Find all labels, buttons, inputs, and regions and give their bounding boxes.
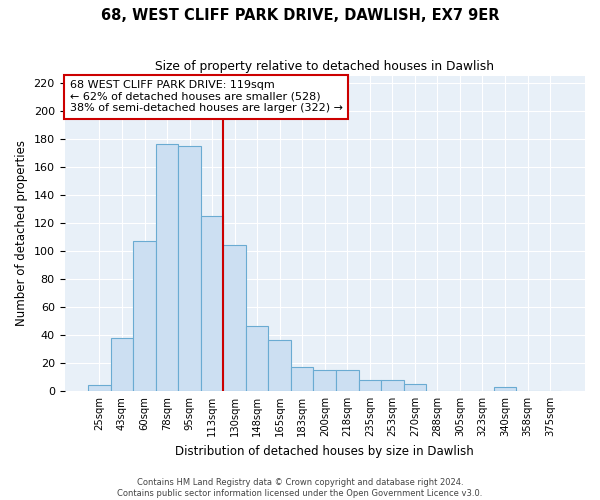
Title: Size of property relative to detached houses in Dawlish: Size of property relative to detached ho…: [155, 60, 494, 73]
Text: Contains HM Land Registry data © Crown copyright and database right 2024.
Contai: Contains HM Land Registry data © Crown c…: [118, 478, 482, 498]
Bar: [223, 245, 246, 391]
Bar: [404, 384, 426, 391]
Bar: [313, 370, 336, 391]
Text: 68 WEST CLIFF PARK DRIVE: 119sqm
← 62% of detached houses are smaller (528)
38% : 68 WEST CLIFF PARK DRIVE: 119sqm ← 62% o…: [70, 80, 343, 114]
Bar: [246, 326, 268, 391]
Bar: [336, 370, 359, 391]
Bar: [291, 367, 313, 391]
Bar: [111, 338, 133, 391]
Bar: [133, 241, 156, 391]
Bar: [156, 144, 178, 391]
Bar: [178, 146, 201, 391]
Bar: [268, 340, 291, 391]
Bar: [381, 380, 404, 391]
Bar: [88, 386, 111, 391]
Y-axis label: Number of detached properties: Number of detached properties: [15, 140, 28, 326]
Bar: [494, 386, 516, 391]
Bar: [201, 216, 223, 391]
Bar: [359, 380, 381, 391]
X-axis label: Distribution of detached houses by size in Dawlish: Distribution of detached houses by size …: [175, 444, 474, 458]
Text: 68, WEST CLIFF PARK DRIVE, DAWLISH, EX7 9ER: 68, WEST CLIFF PARK DRIVE, DAWLISH, EX7 …: [101, 8, 499, 22]
